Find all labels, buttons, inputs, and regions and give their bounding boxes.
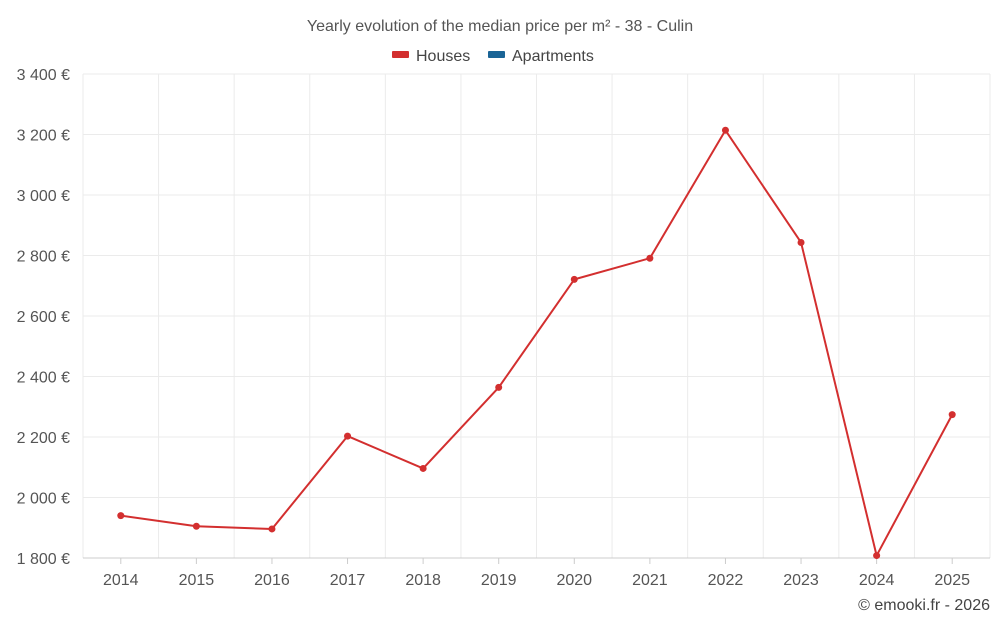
- legend-item-apartments[interactable]: Apartments: [488, 48, 594, 65]
- x-tick-label: 2014: [103, 572, 139, 589]
- data-point-houses-2015[interactable]: [192, 522, 200, 530]
- y-tick-label: 3 400 €: [17, 67, 70, 84]
- y-tick-label: 2 400 €: [17, 370, 70, 387]
- x-tick-label: 2019: [481, 572, 517, 589]
- y-tick-label: 3 200 €: [17, 128, 70, 145]
- legend-label-apartments: Apartments: [512, 48, 594, 65]
- legend-label-houses: Houses: [416, 48, 470, 65]
- y-tick-label: 2 600 €: [17, 309, 70, 326]
- data-point-houses-2021[interactable]: [646, 254, 654, 262]
- data-point-houses-2017[interactable]: [344, 432, 352, 440]
- legend-swatch-apartments: [488, 51, 505, 58]
- x-tick-label: 2023: [783, 572, 819, 589]
- y-axis: 1 800 € 2 000 € 2 200 € 2 400 € 2 600 € 2 800…: [17, 67, 70, 568]
- y-tick-label: 2 000 €: [17, 491, 70, 508]
- chart-title: Yearly evolution of the median price per…: [307, 18, 693, 35]
- x-tick-label: 2020: [556, 572, 592, 589]
- data-point-houses-2024[interactable]: [873, 552, 881, 560]
- credit-text: © emooki.fr - 2026: [858, 597, 990, 614]
- data-point-houses-2016[interactable]: [268, 525, 276, 533]
- data-point-houses-2025[interactable]: [948, 411, 956, 419]
- x-tick-label: 2021: [632, 572, 668, 589]
- x-tick-label: 2024: [859, 572, 895, 589]
- y-tick-label: 2 800 €: [17, 249, 70, 266]
- series-line-houses: [120, 129, 954, 557]
- legend-item-houses[interactable]: Houses: [392, 48, 470, 65]
- data-point-houses-2019[interactable]: [495, 383, 503, 391]
- data-point-houses-2022[interactable]: [721, 126, 729, 134]
- x-tick-label: 2015: [179, 572, 215, 589]
- data-point-houses-2018[interactable]: [419, 464, 427, 472]
- gridlines: [82, 73, 991, 558]
- x-tick-label: 2017: [330, 572, 366, 589]
- y-tick-label: 1 800 €: [17, 551, 70, 568]
- y-tick-label: 3 000 €: [17, 188, 70, 205]
- x-axis: 2014 2015 2016 2017 2018 2019 2020 2021 2022 2023…: [83, 557, 990, 589]
- x-tick-label: 2022: [708, 572, 744, 589]
- data-point-houses-2020[interactable]: [570, 275, 578, 283]
- x-tick-label: 2016: [254, 572, 290, 589]
- y-tick-label: 2 200 €: [17, 430, 70, 447]
- legend-swatch-houses: [392, 51, 409, 58]
- data-point-houses-2014[interactable]: [117, 512, 125, 520]
- series-houses: [117, 126, 956, 560]
- x-tick-label: 2018: [405, 572, 441, 589]
- legend: Houses Apartments: [392, 48, 594, 65]
- data-point-houses-2023[interactable]: [797, 238, 805, 246]
- x-tick-label: 2025: [934, 572, 970, 589]
